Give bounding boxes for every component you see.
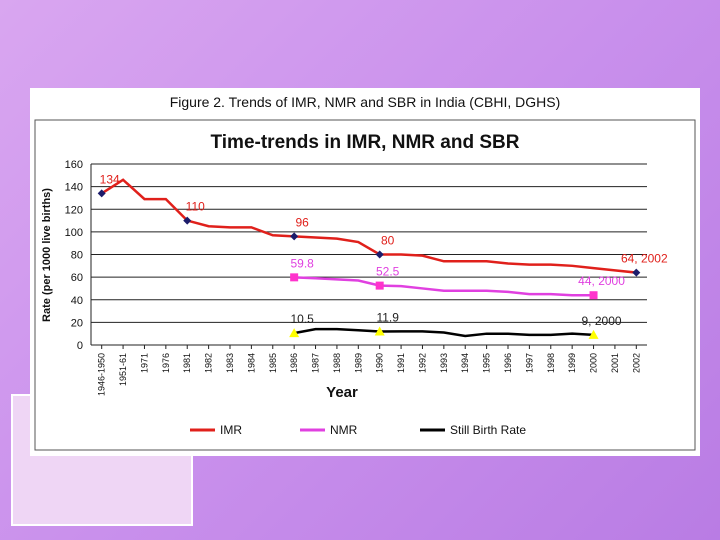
data-label: 59.8	[290, 256, 314, 270]
series-line	[294, 276, 594, 297]
x-tick-label: 1997	[524, 353, 534, 373]
data-label: 9, 2000	[582, 314, 622, 328]
legend-label: IMR	[220, 423, 242, 437]
x-tick-label: 1946-1950	[97, 353, 107, 396]
x-tick-label: 2002	[631, 353, 641, 373]
x-tick-label: 1988	[332, 353, 342, 373]
y-tick-label: 140	[65, 182, 83, 194]
data-label: 96	[295, 215, 309, 229]
figure-title: Figure 2. Trends of IMR, NMR and SBR in …	[170, 94, 561, 110]
x-tick-label: 1976	[161, 353, 171, 373]
x-tick-label: 1999	[567, 353, 577, 373]
y-tick-label: 40	[71, 295, 83, 307]
x-tick-label: 1990	[375, 353, 385, 373]
y-tick-label: 100	[65, 227, 83, 239]
y-tick-label: 80	[71, 250, 83, 262]
point-marker	[588, 329, 599, 339]
data-label: 52.5	[376, 265, 400, 279]
data-label: 110	[186, 200, 205, 214]
data-label: 80	[381, 234, 395, 248]
legend-label: Still Birth Rate	[450, 423, 526, 437]
point-marker	[183, 216, 192, 225]
x-tick-label: 1992	[417, 353, 427, 373]
x-tick-label: 1971	[139, 353, 149, 373]
point-marker	[290, 273, 299, 282]
data-label: 11.9	[376, 311, 399, 325]
point-marker	[97, 189, 106, 198]
x-tick-label: 1985	[268, 353, 278, 373]
x-tick-label: 1987	[311, 353, 321, 373]
data-label: 64, 2002	[621, 252, 668, 266]
point-marker	[289, 328, 300, 338]
y-tick-label: 120	[65, 204, 83, 216]
y-axis-label: Rate (per 1000 live births)	[41, 188, 53, 322]
x-tick-label: 1991	[396, 353, 406, 373]
point-marker	[374, 326, 385, 336]
x-tick-label: 1951-61	[118, 353, 128, 386]
x-tick-label: 2000	[589, 353, 599, 373]
series-line	[101, 178, 637, 274]
point-marker	[375, 250, 384, 259]
x-tick-label: 1984	[246, 353, 256, 373]
point-marker	[589, 291, 598, 300]
x-tick-label: 1998	[546, 353, 556, 373]
legend-label: NMR	[330, 423, 358, 437]
x-tick-label: 2001	[610, 353, 620, 373]
chart-frame	[34, 119, 696, 451]
x-tick-label: 1989	[353, 353, 363, 373]
x-tick-label: 1983	[225, 353, 235, 373]
y-tick-label: 60	[71, 272, 83, 284]
x-tick-label: 1981	[182, 353, 192, 373]
series-line	[293, 327, 594, 338]
data-label: 44, 2000	[578, 274, 625, 288]
y-tick-label: 160	[65, 159, 83, 171]
data-label: 134	[100, 172, 120, 186]
data-label: 10.5	[290, 312, 314, 326]
x-tick-label: 1994	[460, 353, 470, 373]
point-marker	[632, 268, 641, 277]
x-tick-label: 1986	[289, 353, 299, 373]
point-marker	[290, 232, 299, 241]
y-tick-label: 20	[71, 317, 83, 329]
x-axis-label: Year	[326, 384, 358, 401]
x-tick-label: 1993	[439, 353, 449, 373]
x-tick-label: 1995	[482, 353, 492, 373]
x-tick-label: 1982	[204, 353, 214, 373]
chart-title: Time-trends in IMR, NMR and SBR	[211, 132, 520, 153]
x-tick-label: 1996	[503, 353, 513, 373]
y-tick-label: 0	[77, 340, 83, 352]
point-marker	[375, 281, 384, 290]
